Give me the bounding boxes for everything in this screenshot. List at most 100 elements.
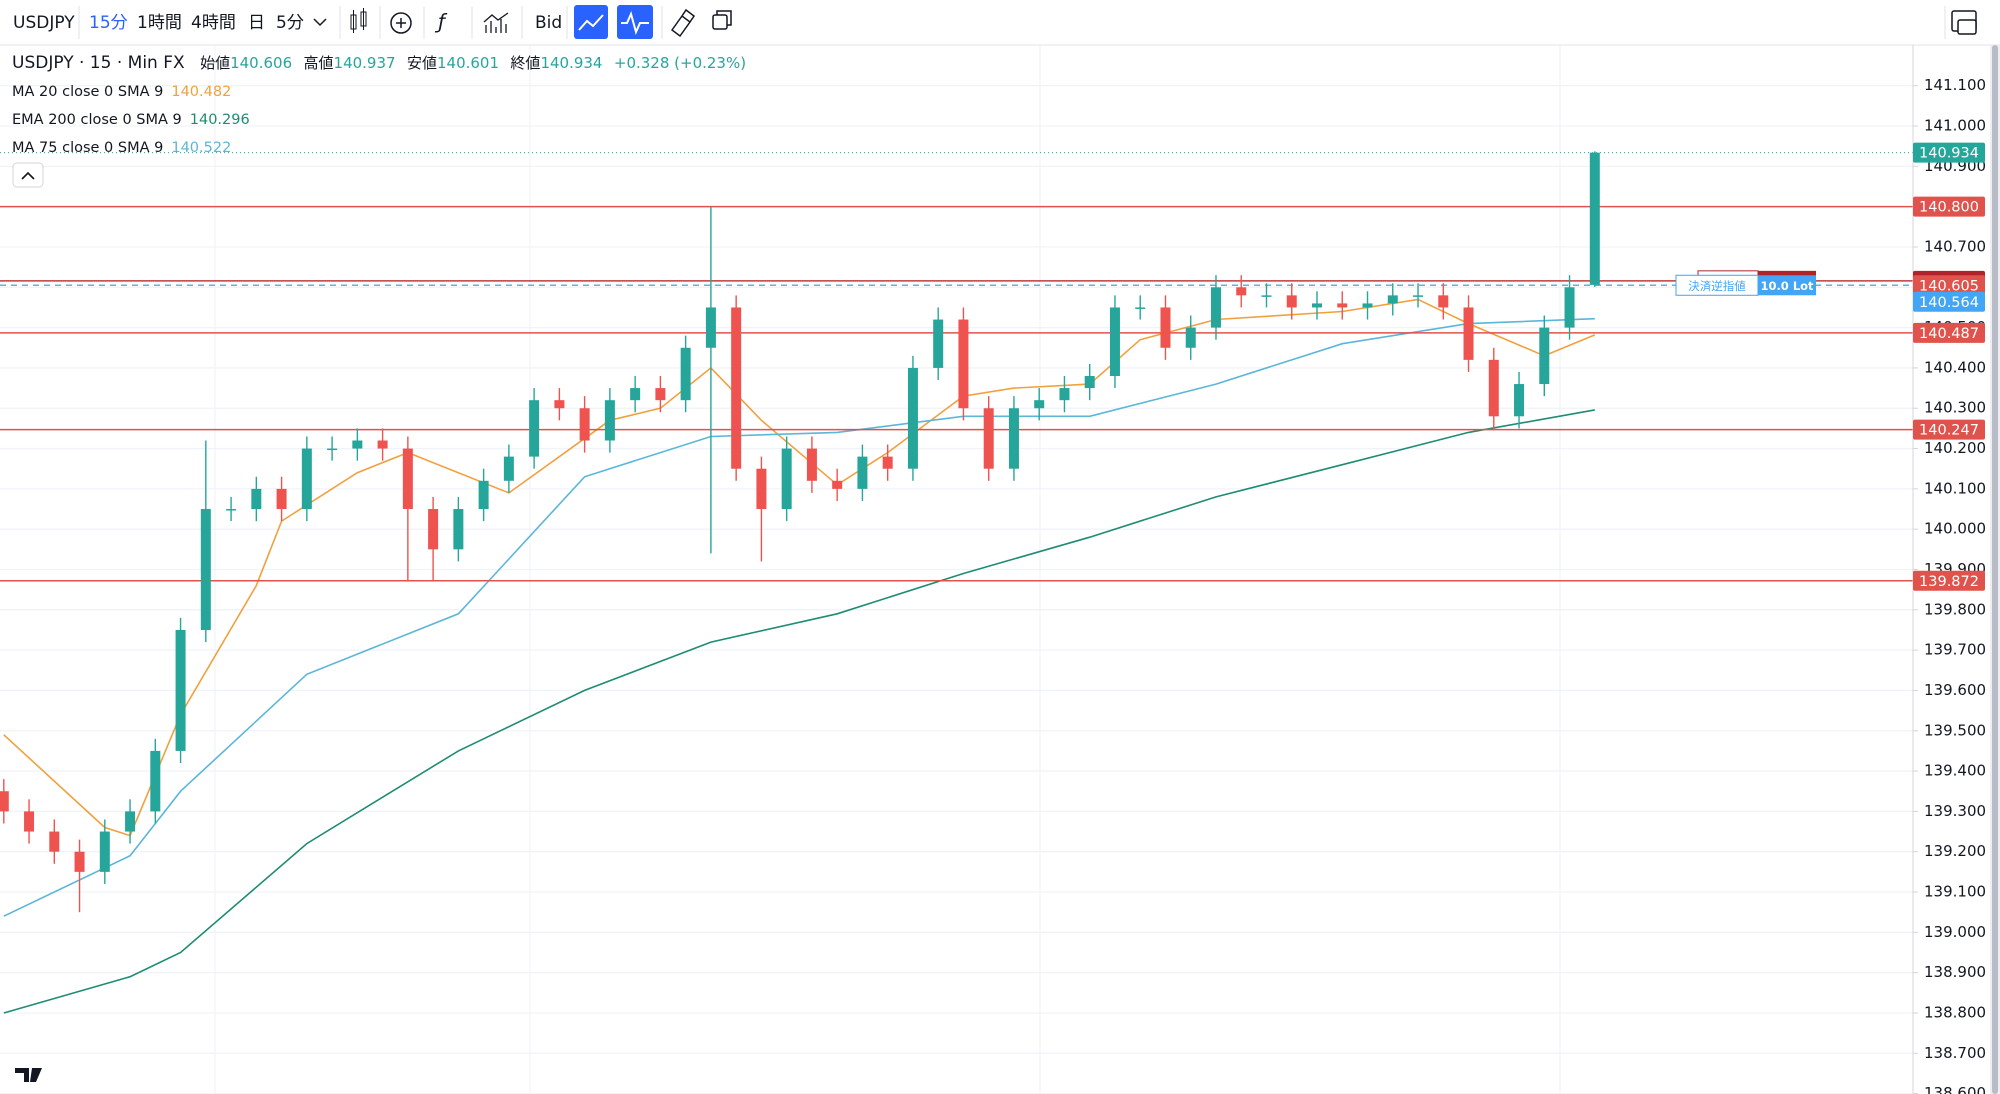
interval-button[interactable]: 15分 [89,13,128,33]
candle-body [579,408,590,441]
legend-row: USDJPY · 15 · Min FX 始値140.606 高値140.937… [12,53,746,73]
indicator-row: EMA 200 close 0 SMA 9 140.296 [12,112,250,128]
level-tag [1913,196,1985,217]
brush-icon[interactable] [670,8,696,38]
last-price-tag [1913,142,1985,163]
moving-average-line [3,317,1595,917]
ohlc-label: 終値 [510,54,540,72]
candle-body [756,468,767,510]
indicator-value: 140.522 [171,140,231,156]
candle-body [1236,287,1247,296]
y-tick-label: 138.800 [1924,1003,1986,1021]
trading-button[interactable] [574,5,608,39]
candle-body [150,750,161,812]
candle-body [175,629,186,751]
y-tick-label: 139.000 [1924,923,1986,941]
candle-body [0,791,9,812]
price-axis: 138.600 138.700 138.800 138.900 139.000 139.1… [1913,76,1986,1094]
candle-body [832,480,843,489]
indicators-icon[interactable]: ƒ [434,10,448,34]
candle-type-icon[interactable] [350,8,367,33]
candle-body [1564,287,1575,328]
level-tag [1913,275,1985,296]
candle-body [24,811,35,832]
indicator-row: MA 20 close 0 SMA 9 140.482 [12,84,231,100]
y-tick-label: 140.200 [1924,439,1986,457]
candle-body [806,448,817,481]
ohlc-value: 140.937 [334,54,396,72]
y-tick-label: 139.800 [1924,600,1986,618]
level-tag-label: 140.605 [1919,278,1979,294]
interval-button[interactable]: 4時間 [191,13,236,33]
level-tag-label: 140.800 [1919,200,1979,216]
candle-body [705,307,716,348]
candle-body [1514,384,1525,417]
candle-body [529,400,540,457]
candle-body [74,851,85,872]
interval-dropdown[interactable] [313,18,327,27]
compare-icon[interactable] [390,12,412,34]
pulse-button[interactable] [617,5,653,39]
candle-body [1312,303,1323,308]
level-tag-label: 140.247 [1919,423,1979,439]
candle-body [983,408,994,469]
candle-body [503,456,514,481]
y-tick-label: 141.100 [1924,76,1986,94]
pulse-icon [621,11,649,35]
y-tick-label: 140.000 [1924,520,1986,538]
candle-body [377,440,388,449]
candle-body [1059,388,1070,401]
layout-icon[interactable] [712,10,732,30]
candle-body [1084,375,1095,389]
ohlc-value: 140.934 [540,54,602,72]
toolbar: USDJPY ƒ Bid 15分 1時間 4時間日 5分 [0,5,2000,46]
candle-body [49,831,60,852]
y-tick-label: 139.600 [1924,681,1986,699]
candle-body [958,319,969,409]
y-tick-label: 139.700 [1924,641,1986,659]
scrollbar-thumb[interactable] [1992,45,1998,1094]
indicator-tag [1913,291,1985,312]
plot-area [0,45,1913,1094]
price-source-button[interactable]: Bid [535,13,562,33]
candle-body [882,456,893,469]
candle-body [1261,295,1272,297]
level-tag [1913,570,1985,591]
candle-body [478,480,489,510]
candle-body [781,448,792,510]
candle-body [352,440,363,449]
level-tag-label: 140.487 [1919,326,1979,342]
candle-body [327,448,338,451]
y-tick-label: 140.100 [1924,479,1986,497]
y-tick-label: 139.100 [1924,883,1986,901]
strategy-icon[interactable] [483,12,509,33]
legend-title: USDJPY · 15 · Min FX [12,53,185,73]
interval-button[interactable]: 日 [248,13,265,33]
ohlc-value: 140.601 [437,54,499,72]
candle-body [1135,307,1146,309]
candle-body [453,509,464,550]
candle-body [731,307,742,469]
candle-body [1109,307,1120,376]
indicator-tag-label: 140.564 [1919,295,1979,311]
candle-body [1463,307,1474,360]
candle-body [907,367,918,469]
collapse-button[interactable] [12,162,44,188]
candle-body [1337,303,1348,308]
order-lots-box [1758,275,1816,296]
candle-body [226,509,237,511]
window-icon[interactable] [1951,10,1977,35]
ohlc-label: 始値 [200,54,230,72]
interval-button[interactable]: 5分 [276,13,304,33]
candle-body [99,831,110,872]
indicator-name: MA 20 close 0 SMA 9 [12,84,163,100]
level-tag [1913,322,1985,343]
interval-button[interactable]: 1時間 [137,13,182,33]
candle-body [630,388,641,401]
symbol-button[interactable]: USDJPY [13,13,75,33]
candle-body [857,456,868,489]
candle-body [1362,303,1373,308]
candle-body [1034,400,1045,409]
order-label[interactable]: 決済逆指値 10.0 Lot [1675,274,1816,296]
